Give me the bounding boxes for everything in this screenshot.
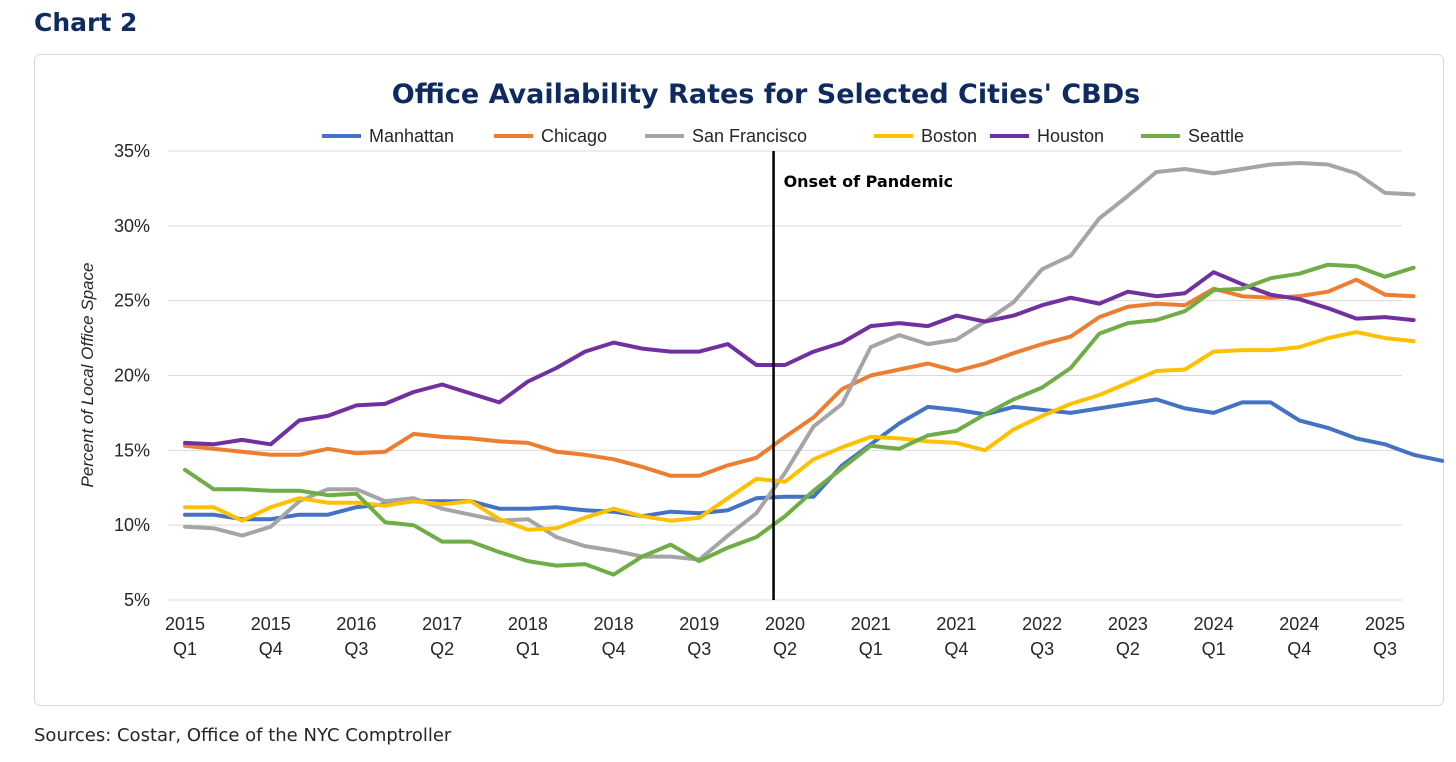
x-tick-label-year: 2015 [251, 614, 291, 634]
x-tick-label-quarter: Q2 [430, 639, 454, 659]
x-tick-label-quarter: Q2 [773, 639, 797, 659]
x-tick-label-quarter: Q4 [602, 639, 626, 659]
legend-label-boston: Boston [921, 126, 977, 146]
y-tick-label: 30% [114, 216, 150, 236]
x-tick-label-quarter: Q3 [1030, 639, 1054, 659]
y-tick-label: 10% [114, 515, 150, 535]
series-line-san-francisco [183, 161, 1416, 562]
y-tick-label: 20% [114, 366, 150, 386]
x-tick-label-quarter: Q1 [173, 639, 197, 659]
legend-label-manhattan: Manhattan [369, 126, 454, 146]
x-tick-label-year: 2018 [508, 614, 548, 634]
y-tick-label: 35% [114, 141, 150, 161]
series-line-houston [183, 270, 1416, 447]
x-tick-label-year: 2015 [165, 614, 205, 634]
x-tick-label-year: 2021 [936, 614, 976, 634]
series-line-boston [183, 330, 1416, 532]
x-tick-label-year: 2018 [594, 614, 634, 634]
sources-note: Sources: Costar, Office of the NYC Compt… [34, 725, 452, 746]
y-axis-label: Percent of Local Office Space [78, 263, 97, 488]
pandemic-annotation-text: Onset of Pandemic [784, 172, 954, 191]
gridlines [168, 150, 1402, 601]
y-tick-label: 15% [114, 440, 150, 460]
x-tick-label-year: 2022 [1022, 614, 1062, 634]
x-axis-ticks: 2015 Q1 2015 Q4 2016 Q3 2017 Q2 2018 Q1 2018 Q4 2019… [165, 614, 1405, 659]
data-series [183, 161, 1445, 577]
x-tick-label-year: 2017 [422, 614, 462, 634]
legend-label-seattle: Seattle [1188, 126, 1244, 146]
x-tick-label-year: 2016 [336, 614, 376, 634]
x-tick-label-year: 2025 [1365, 614, 1405, 634]
x-tick-label-quarter: Q3 [344, 639, 368, 659]
x-tick-label-year: 2024 [1194, 614, 1234, 634]
x-tick-label-year: 2021 [851, 614, 891, 634]
y-axis-ticks: 5% 10% 15% 20% 25% 30% 35% [114, 141, 150, 610]
x-tick-label-quarter: Q1 [859, 639, 883, 659]
x-tick-label-year: 2023 [1108, 614, 1148, 634]
chart-frame [34, 54, 1444, 706]
pandemic-annotation: Onset of Pandemic [772, 151, 954, 600]
series-line-seattle [183, 262, 1416, 577]
legend-label-san-francisco: San Francisco [692, 126, 807, 146]
x-tick-label-quarter: Q4 [1287, 639, 1311, 659]
x-tick-label-year: 2020 [765, 614, 805, 634]
chart-title: Office Availability Rates for Selected C… [392, 79, 1140, 110]
x-tick-label-year: 2024 [1279, 614, 1319, 634]
x-tick-label-quarter: Q3 [687, 639, 711, 659]
x-tick-label-quarter: Q3 [1373, 639, 1397, 659]
legend-label-chicago: Chicago [541, 126, 607, 146]
legend-label-houston: Houston [1037, 126, 1104, 146]
chart-number-label: Chart 2 [34, 8, 138, 37]
x-tick-label-quarter: Q2 [1116, 639, 1140, 659]
y-tick-label: 5% [124, 590, 150, 610]
y-tick-label: 25% [114, 291, 150, 311]
x-tick-label-quarter: Q1 [1202, 639, 1226, 659]
legend: Manhattan Chicago San Francisco Boston Houst… [322, 126, 1244, 146]
x-tick-label-quarter: Q4 [259, 639, 283, 659]
x-tick-label-year: 2019 [679, 614, 719, 634]
x-tick-label-quarter: Q4 [944, 639, 968, 659]
x-tick-label-quarter: Q1 [516, 639, 540, 659]
